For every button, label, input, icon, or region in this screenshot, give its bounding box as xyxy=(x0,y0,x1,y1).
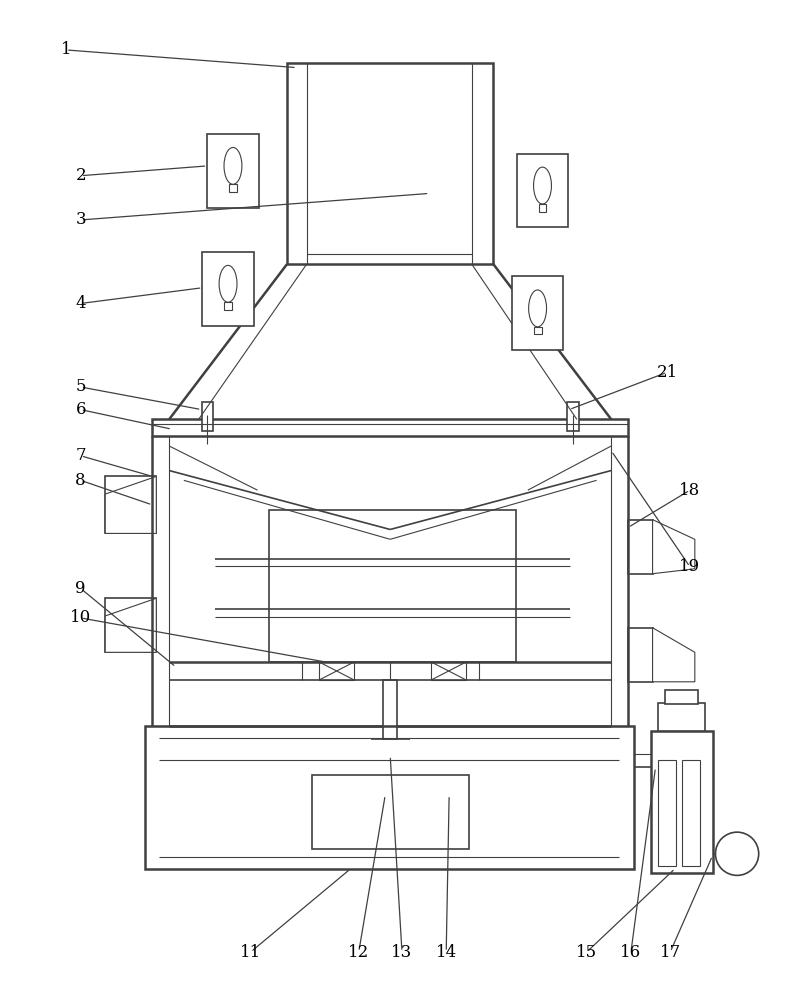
Text: 7: 7 xyxy=(75,447,86,464)
Bar xyxy=(431,662,466,680)
Text: 8: 8 xyxy=(75,472,86,489)
Text: 19: 19 xyxy=(679,558,700,575)
Polygon shape xyxy=(105,476,156,533)
Bar xyxy=(311,775,469,849)
Bar xyxy=(628,628,653,682)
Bar xyxy=(567,402,579,431)
Text: 4: 4 xyxy=(75,295,86,312)
Bar xyxy=(152,419,628,436)
Text: 15: 15 xyxy=(576,944,597,961)
Text: 13: 13 xyxy=(391,944,412,961)
Text: 12: 12 xyxy=(348,944,370,961)
Bar xyxy=(658,760,676,866)
Text: 5: 5 xyxy=(75,378,86,395)
Bar xyxy=(269,510,516,662)
Text: 1: 1 xyxy=(61,41,71,58)
Bar xyxy=(319,662,354,680)
Text: 17: 17 xyxy=(659,944,681,961)
Polygon shape xyxy=(653,628,695,682)
Bar xyxy=(533,327,541,334)
Text: 6: 6 xyxy=(75,401,86,418)
Bar xyxy=(229,184,237,192)
Bar xyxy=(517,154,568,227)
Ellipse shape xyxy=(533,167,552,204)
Polygon shape xyxy=(653,520,695,574)
Text: 18: 18 xyxy=(679,482,700,499)
Bar xyxy=(105,476,156,533)
Bar xyxy=(666,690,698,704)
Bar xyxy=(208,134,258,208)
Text: 10: 10 xyxy=(70,609,91,626)
Bar xyxy=(287,63,493,264)
Bar xyxy=(105,598,156,652)
Circle shape xyxy=(715,832,759,875)
Text: 14: 14 xyxy=(435,944,457,961)
Bar xyxy=(539,204,546,212)
Bar xyxy=(383,680,397,739)
Polygon shape xyxy=(105,598,156,652)
Bar xyxy=(224,302,232,310)
Text: 9: 9 xyxy=(75,580,86,597)
Bar xyxy=(202,252,253,326)
Text: 2: 2 xyxy=(75,167,86,184)
Bar xyxy=(650,731,712,873)
Bar xyxy=(512,276,563,350)
Bar xyxy=(658,703,705,731)
Text: 3: 3 xyxy=(75,211,86,228)
Text: 11: 11 xyxy=(240,944,261,961)
Bar xyxy=(683,760,700,866)
Text: 16: 16 xyxy=(621,944,642,961)
Text: 21: 21 xyxy=(657,364,678,381)
Bar xyxy=(144,726,634,869)
Bar xyxy=(628,520,653,574)
Ellipse shape xyxy=(529,290,546,327)
Ellipse shape xyxy=(219,265,237,302)
Bar xyxy=(201,402,213,431)
Ellipse shape xyxy=(224,147,242,184)
